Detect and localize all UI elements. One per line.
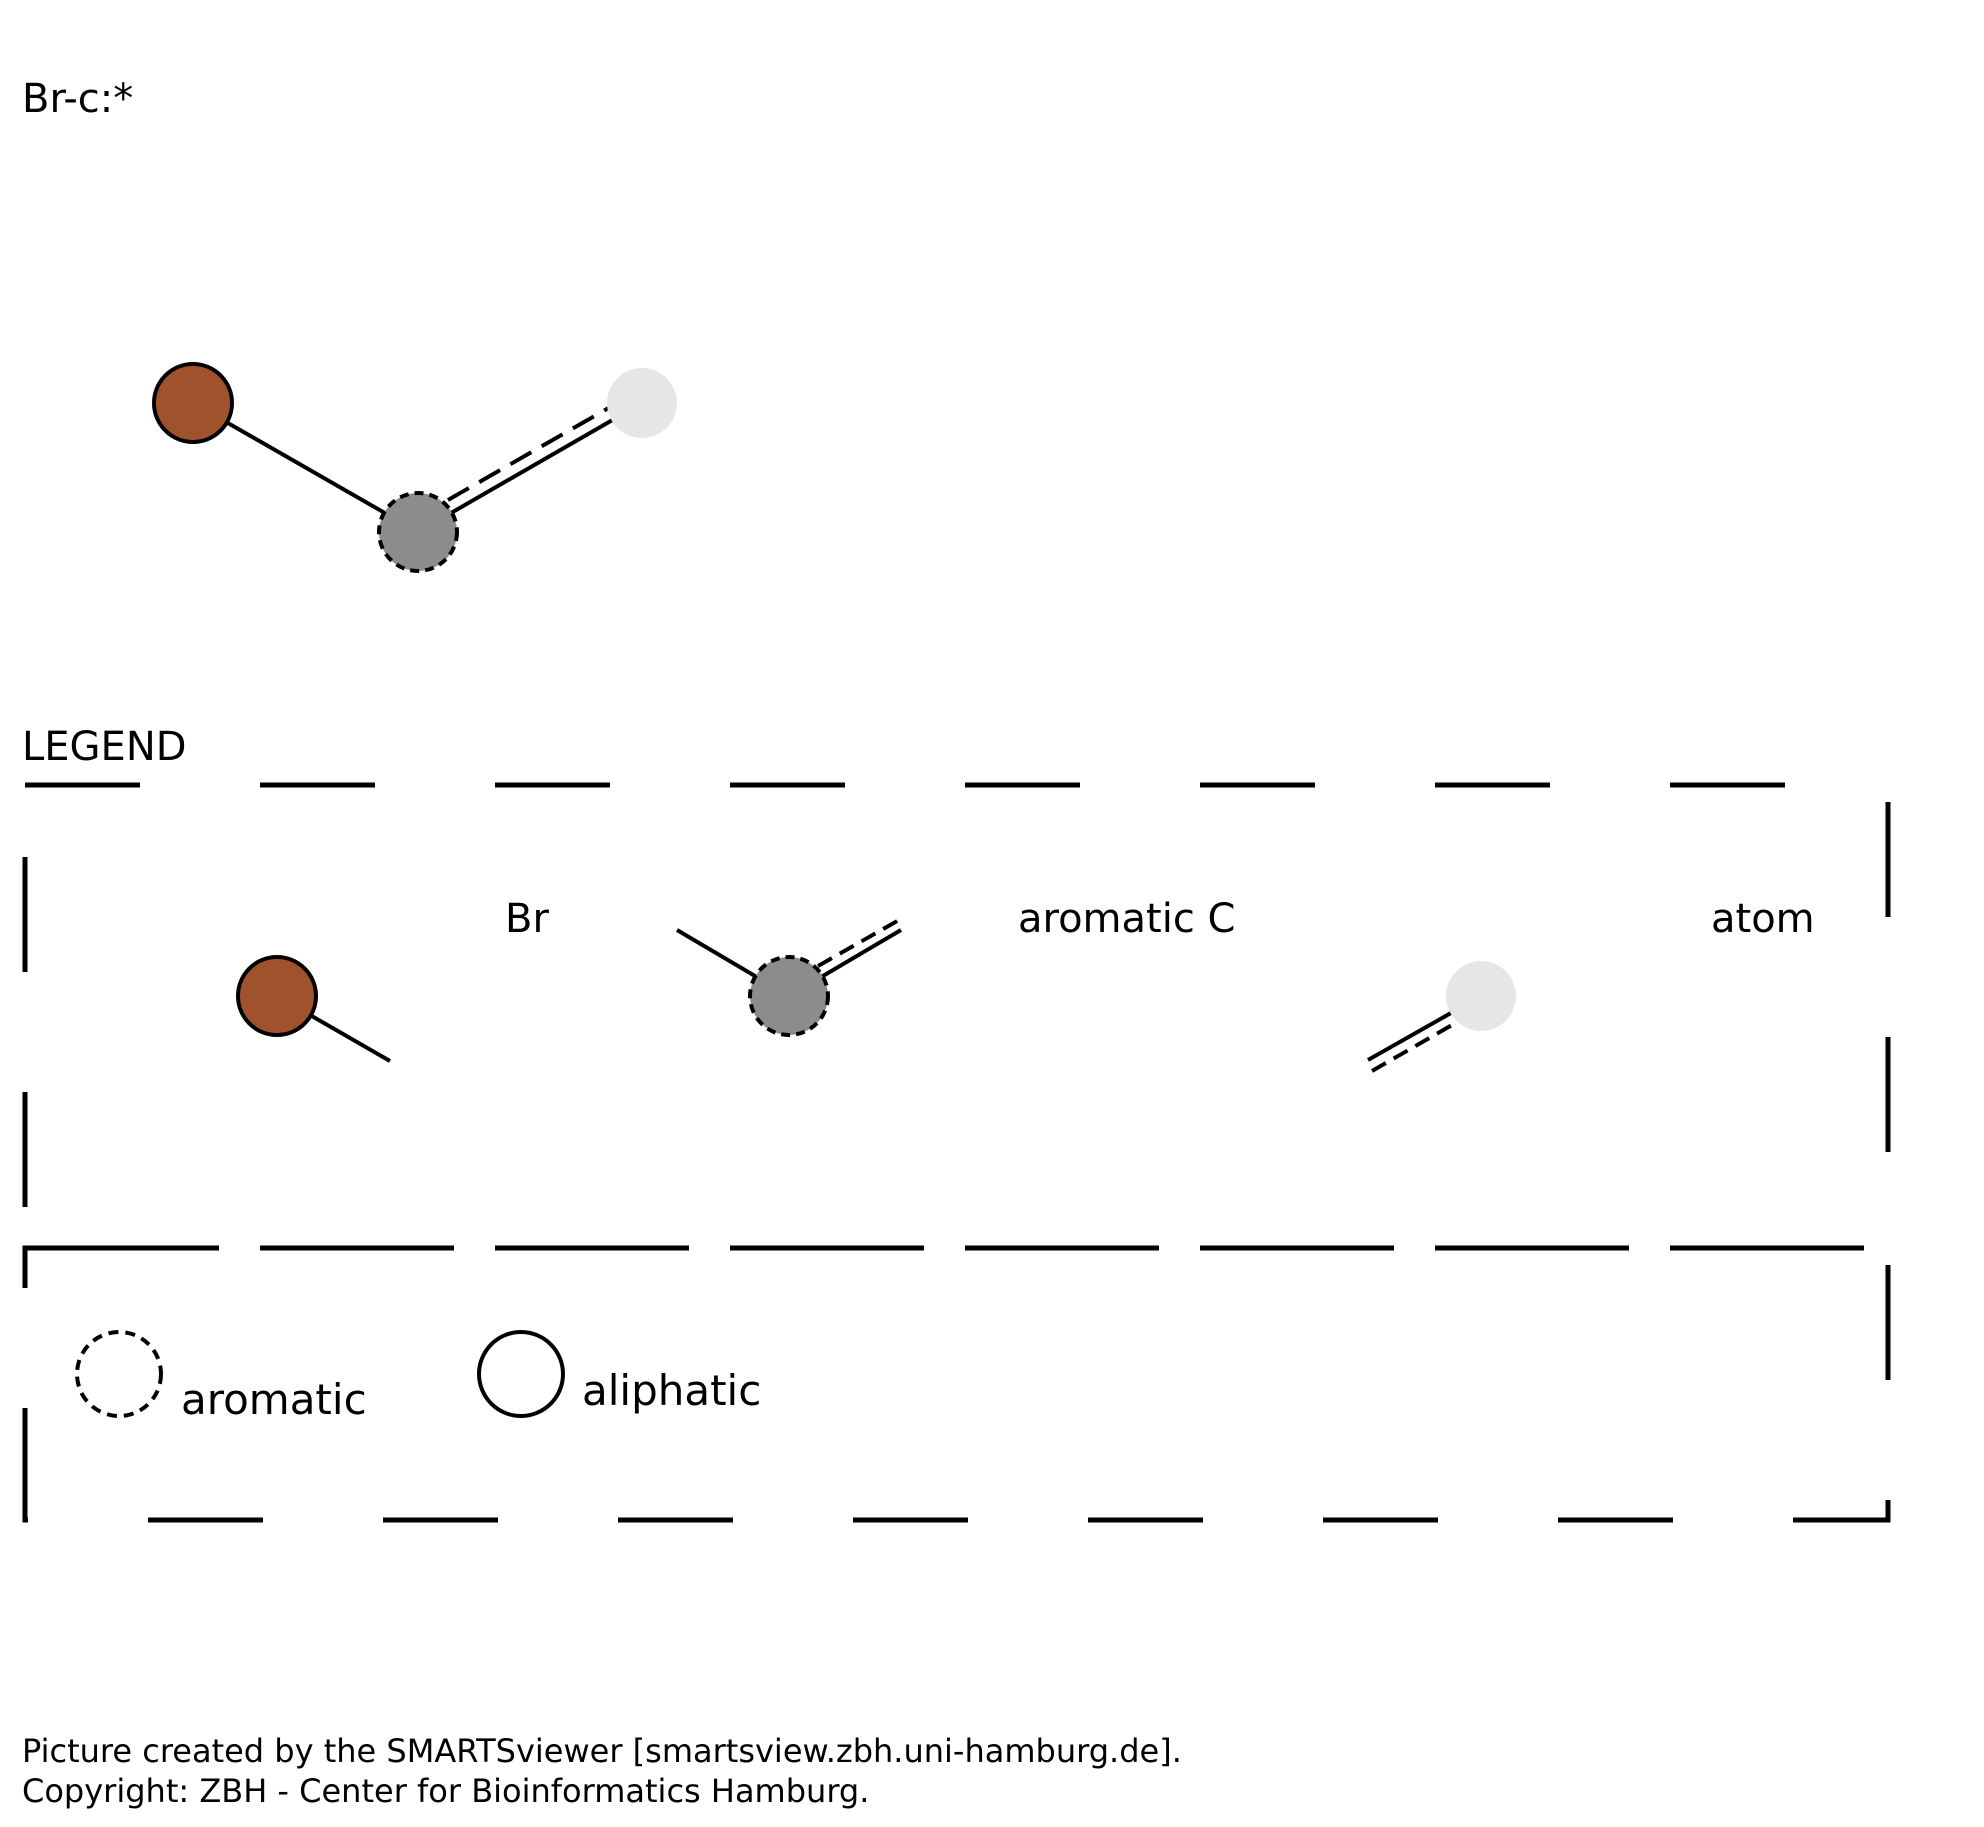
legend-atom-aromatic-c: aromatic C xyxy=(675,896,1235,1037)
legend-aromatic-key: aromatic xyxy=(75,1330,367,1424)
smarts-pattern-title: Br-c:* xyxy=(22,76,133,122)
legend-aromatic-c-circle xyxy=(748,955,830,1037)
aromatic-label: aromatic xyxy=(181,1375,367,1424)
bond-br-c-single xyxy=(192,401,419,534)
aliphatic-label: aliphatic xyxy=(582,1366,761,1415)
molecule xyxy=(152,362,677,573)
bond-c-any-aromatic xyxy=(417,401,643,534)
legend-br-label: Br xyxy=(505,896,549,942)
legend-title: LEGEND xyxy=(22,724,187,770)
legend-any-circle xyxy=(1446,961,1516,1031)
legend-aliphatic-key: aliphatic xyxy=(477,1330,761,1418)
legend-aromatic-c-label: aromatic C xyxy=(1018,896,1235,942)
atom-aromatic-c xyxy=(377,491,459,573)
aliphatic-outline-icon xyxy=(477,1330,565,1418)
footer-copyright: Copyright: ZBH - Center for Bioinformati… xyxy=(22,1772,869,1810)
legend-atom-any: atom xyxy=(1367,896,1815,1073)
legend-any-label: atom xyxy=(1711,896,1815,942)
legend-br-circle xyxy=(236,955,318,1037)
legend-atom-br: Br xyxy=(236,896,549,1063)
aromatic-outline-icon xyxy=(75,1330,163,1418)
footer-credit: Picture created by the SMARTSviewer [sma… xyxy=(22,1732,1182,1770)
legend-frame xyxy=(22,782,1891,1523)
atom-br xyxy=(152,362,234,444)
atom-any xyxy=(607,368,677,438)
